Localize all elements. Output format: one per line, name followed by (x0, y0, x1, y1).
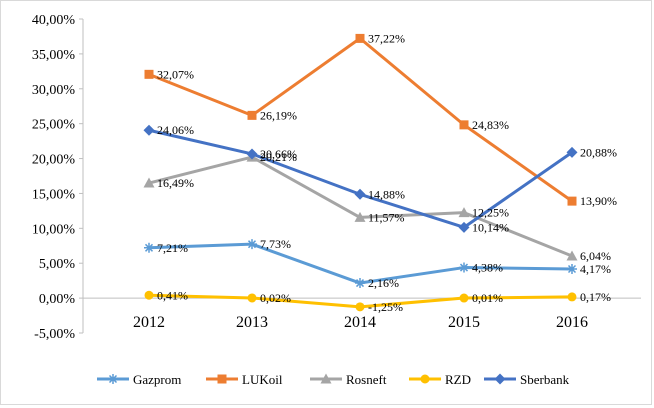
data-point-lukoil (459, 120, 469, 130)
y-tick-label: 0,00% (39, 292, 76, 307)
legend-marker-sberbank (494, 373, 506, 385)
legend-label-rosneft: Rosneft (346, 372, 387, 387)
x-tick-label: 2012 (133, 314, 165, 331)
legend-marker-lukoil (217, 374, 227, 384)
data-point-gazprom (567, 264, 577, 275)
legend-label-gazprom: Gazprom (133, 372, 181, 387)
data-point-sberbank (246, 148, 258, 160)
data-label-rosneft: 16,49% (157, 176, 194, 190)
data-label-rzd: 0,17% (580, 290, 611, 304)
data-label-rzd: -1,25% (368, 300, 403, 314)
data-label-gazprom: 7,73% (260, 237, 291, 251)
x-tick-label: 2016 (556, 314, 588, 331)
data-point-gazprom (355, 278, 365, 289)
data-label-rzd: 0,41% (157, 288, 188, 302)
data-point-rosneft (458, 207, 470, 218)
data-point-rzd (144, 290, 154, 300)
data-point-rzd (247, 293, 257, 303)
data-label-gazprom: 4,38% (472, 261, 503, 275)
data-label-sberbank: 10,14% (472, 220, 509, 234)
y-tick-label: 15,00% (32, 187, 76, 202)
data-label-gazprom: 4,17% (580, 262, 611, 276)
data-label-lukoil: 26,19% (260, 108, 297, 122)
y-tick-label: 20,00% (32, 153, 76, 168)
legend-marker-gazprom (108, 374, 118, 384)
data-label-sberbank: 14,88% (368, 187, 405, 201)
legend-marker-rzd (420, 374, 430, 384)
data-label-lukoil: 37,22% (368, 31, 405, 45)
data-label-sberbank: 20,66% (260, 147, 297, 161)
legend-label-lukoil: LUKoil (242, 372, 283, 387)
data-label-gazprom: 7,21% (157, 241, 188, 255)
data-label-lukoil: 13,90% (580, 194, 617, 208)
y-tick-label: 40,00% (32, 13, 76, 28)
y-tick-label: 5,00% (39, 257, 76, 272)
legend-label-rzd: RZD (445, 372, 471, 387)
x-tick-label: 2015 (448, 314, 480, 331)
x-tick-label: 2014 (344, 314, 376, 331)
data-point-lukoil (144, 69, 154, 79)
data-label-rosneft: 20,21% (260, 150, 297, 164)
data-label-rosneft: 11,57% (368, 210, 405, 224)
data-point-lukoil (355, 33, 365, 43)
y-tick-label: 25,00% (32, 118, 76, 133)
data-point-sberbank (354, 188, 366, 200)
data-label-rosneft: 6,04% (580, 249, 611, 263)
data-point-rzd (567, 292, 577, 302)
data-point-rzd (459, 293, 469, 303)
data-point-gazprom (247, 239, 257, 250)
data-label-rzd: 0,02% (260, 291, 291, 305)
x-tick-label: 2013 (236, 314, 268, 331)
data-label-rzd: 0,01% (472, 291, 503, 305)
data-point-rosneft (354, 211, 366, 222)
data-point-lukoil (247, 110, 257, 120)
y-tick-label: 30,00% (32, 83, 76, 98)
y-tick-label: 35,00% (32, 48, 76, 63)
data-point-rosneft (143, 177, 155, 188)
data-point-gazprom (459, 262, 469, 273)
data-point-sberbank (458, 221, 470, 233)
data-label-sberbank: 24,06% (157, 123, 194, 137)
data-point-rosneft (566, 250, 578, 261)
data-point-gazprom (144, 242, 154, 253)
legend-marker-rosneft (320, 373, 332, 384)
data-point-sberbank (143, 124, 155, 136)
data-label-sberbank: 20,88% (580, 145, 617, 159)
data-point-sberbank (566, 146, 578, 158)
y-tick-label: -5,00% (34, 327, 75, 342)
data-point-rzd (355, 302, 365, 312)
legend-label-sberbank: Sberbank (520, 372, 570, 387)
series-line-gazprom (147, 242, 574, 285)
data-label-gazprom: 2,16% (368, 276, 399, 290)
data-label-lukoil: 32,07% (157, 67, 194, 81)
data-point-lukoil (567, 196, 577, 206)
data-label-lukoil: 24,83% (472, 118, 509, 132)
y-tick-label: 10,00% (32, 222, 76, 237)
data-label-rosneft: 12,25% (472, 206, 509, 220)
